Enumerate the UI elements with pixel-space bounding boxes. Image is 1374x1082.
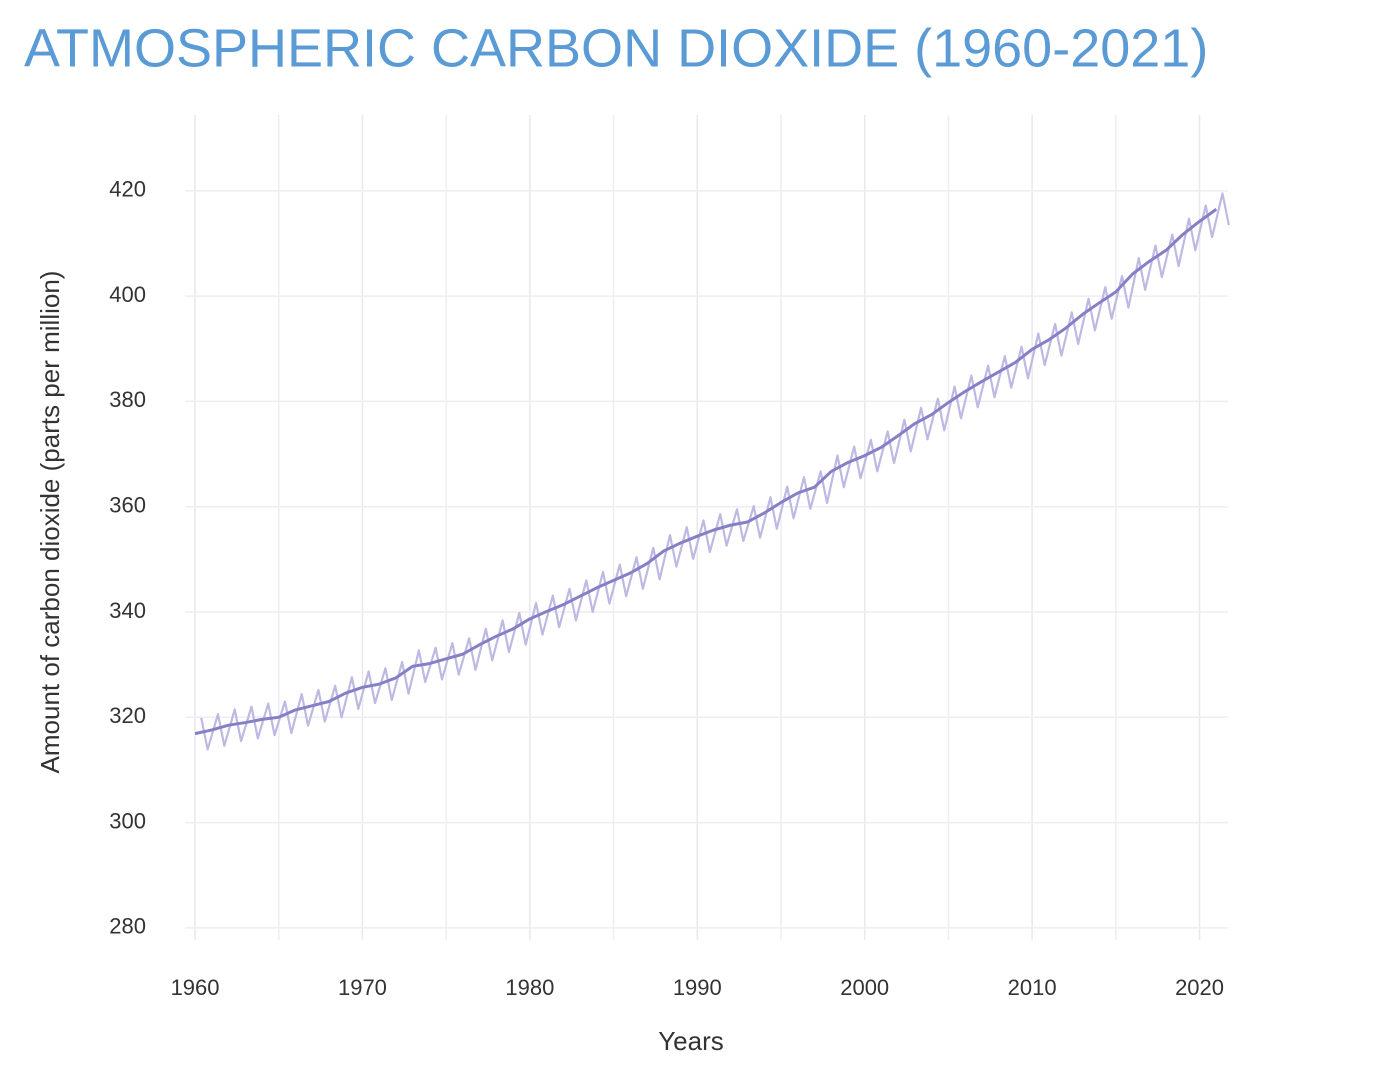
y-tick-label: 360 <box>109 493 146 518</box>
x-tick-label: 2000 <box>840 975 889 1000</box>
y-axis-label: Amount of carbon dioxide (parts per mill… <box>35 271 65 774</box>
x-tick-label: 1990 <box>673 975 722 1000</box>
chart-title: ATMOSPHERIC CARBON DIOXIDE (1960-2021) <box>24 18 1208 78</box>
x-tick-label: 1980 <box>505 975 554 1000</box>
y-tick-label: 340 <box>109 598 146 623</box>
x-axis-label: Years <box>658 1026 724 1056</box>
y-tick-label: 300 <box>109 808 146 833</box>
y-tick-label: 320 <box>109 703 146 728</box>
x-tick-label: 1970 <box>338 975 387 1000</box>
x-tick-label: 2010 <box>1008 975 1057 1000</box>
x-tick-label: 2020 <box>1175 975 1224 1000</box>
y-tick-label: 280 <box>109 914 146 939</box>
y-tick-label: 400 <box>109 282 146 307</box>
data-line <box>200 192 1230 751</box>
x-tick-label: 1960 <box>171 975 220 1000</box>
y-tick-label: 380 <box>109 387 146 412</box>
y-tick-label: 420 <box>109 177 146 202</box>
data-line <box>194 208 1218 736</box>
